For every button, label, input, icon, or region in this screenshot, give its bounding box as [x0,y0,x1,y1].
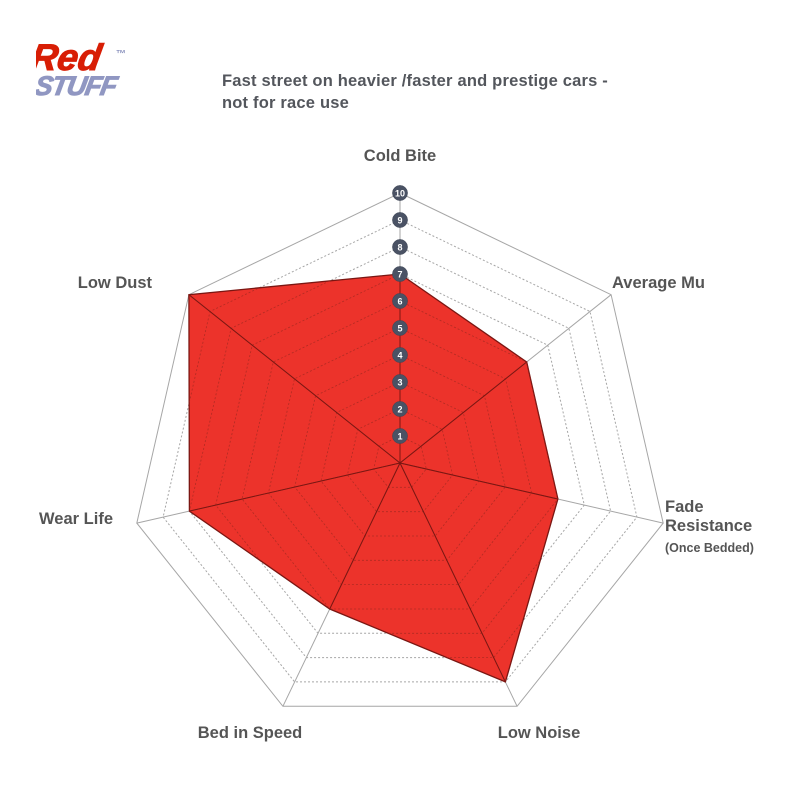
svg-text:7: 7 [397,270,402,280]
svg-text:Bed in Speed: Bed in Speed [198,724,303,742]
svg-text:Low Noise: Low Noise [498,724,581,742]
svg-text:(Once Bedded): (Once Bedded) [665,541,754,555]
svg-text:6: 6 [397,297,402,307]
svg-text:9: 9 [397,216,402,226]
svg-text:Wear Life: Wear Life [39,510,113,528]
svg-text:STUFF: STUFF [36,70,121,101]
svg-text:3: 3 [397,378,402,388]
svg-text:™: ™ [116,49,126,60]
svg-text:4: 4 [397,351,402,361]
svg-text:Low Dust: Low Dust [78,274,153,292]
svg-text:5: 5 [397,324,402,334]
svg-text:Fade: Fade [665,498,704,516]
svg-text:10: 10 [395,189,405,199]
svg-text:1: 1 [397,432,402,442]
svg-text:Resistance: Resistance [665,517,752,535]
svg-text:Fast street on heavier /faster: Fast street on heavier /faster and prest… [222,72,608,90]
svg-text:Cold Bite: Cold Bite [364,147,436,165]
svg-text:2: 2 [397,405,402,415]
svg-text:8: 8 [397,243,402,253]
svg-text:Average Mu: Average Mu [612,274,705,292]
svg-text:not for race use: not for race use [222,94,349,112]
